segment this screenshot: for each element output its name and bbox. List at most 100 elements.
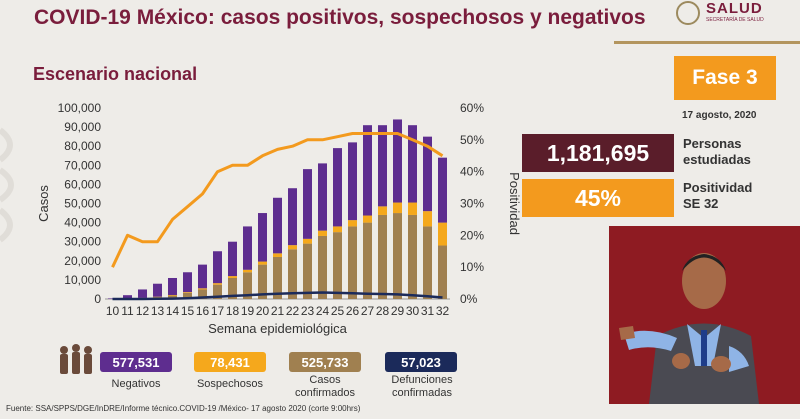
bar-negative <box>243 226 252 270</box>
x-tick-label: 27 <box>361 304 375 318</box>
bar-negative <box>363 125 372 216</box>
source-footer: Fuente: SSA/SPPS/DGE/InDRE/Informe técni… <box>6 404 361 413</box>
x-tick-label: 18 <box>226 304 240 318</box>
confirmed-label: Casos confirmados <box>295 374 355 399</box>
x-tick-label: 15 <box>181 304 195 318</box>
suspected-label: Sospechosos <box>196 378 264 390</box>
bar-negative <box>423 136 432 212</box>
people-illustration <box>60 344 92 374</box>
bar-negative <box>378 125 387 207</box>
suspected-value: 78,431 <box>194 352 266 372</box>
bar-negative <box>123 295 132 299</box>
y2-tick-label: 60% <box>460 101 484 115</box>
bar-confirmed <box>198 289 207 299</box>
y2-tick-label: 10% <box>460 260 484 274</box>
x-tick-label: 16 <box>196 304 210 318</box>
bar-negative <box>408 125 417 203</box>
bar-suspected <box>303 238 312 244</box>
x-tick-label: 28 <box>376 304 390 318</box>
x-tick-label: 14 <box>166 304 180 318</box>
logo-name: SALUD <box>706 0 763 17</box>
salud-logo: SALUD SECRETARÍA DE SALUD <box>676 0 786 28</box>
decorative-pattern <box>0 127 14 243</box>
y2-tick-label: 20% <box>460 228 484 242</box>
y-tick-label: 90,000 <box>64 120 101 134</box>
bar-negative <box>393 119 402 203</box>
seal-icon <box>676 1 700 25</box>
bar-negative <box>138 289 147 298</box>
bar-confirmed <box>438 245 447 299</box>
confirmed-value: 525,733 <box>289 352 361 372</box>
bar-negative <box>288 188 297 246</box>
bar-negative <box>333 148 342 227</box>
line-positivity <box>111 132 444 268</box>
studied-label: Personas estudiadas <box>683 136 751 168</box>
bar-suspected <box>318 230 327 236</box>
x-tick-label: 26 <box>346 304 360 318</box>
x-tick-label: 19 <box>241 304 255 318</box>
header-divider <box>614 41 800 44</box>
y-tick-label: 40,000 <box>64 216 101 230</box>
y2-tick-label: 0% <box>460 292 478 306</box>
bar-confirmed <box>258 264 267 299</box>
x-tick-label: 31 <box>421 304 435 318</box>
negatives-label: Negativos <box>111 378 161 390</box>
bar-suspected <box>243 269 252 273</box>
bar-confirmed <box>333 232 342 299</box>
bar-negative <box>348 142 357 221</box>
y2-tick-label: 40% <box>460 165 484 179</box>
bar-confirmed <box>423 226 432 299</box>
bar-suspected <box>213 283 222 285</box>
x-tick-label: 23 <box>301 304 315 318</box>
bar-confirmed <box>243 272 252 299</box>
bar-negative <box>318 163 327 231</box>
y-tick-label: 0 <box>94 292 101 306</box>
bar-confirmed <box>408 214 417 299</box>
negatives-value: 577,531 <box>100 352 172 372</box>
bar-negative <box>438 157 447 223</box>
x-tick-label: 32 <box>436 304 450 318</box>
bar-suspected <box>423 211 432 227</box>
bar-suspected <box>393 202 402 214</box>
bar-confirmed <box>183 292 192 299</box>
bar-suspected <box>348 220 357 227</box>
cases-chart: 0 10,000 20,000 30,000 40,000 50,000 60,000 70,… <box>36 101 522 336</box>
x-tick-label: 17 <box>211 304 225 318</box>
x-tick-label: 20 <box>256 304 270 318</box>
bar-suspected <box>273 253 282 257</box>
bar-confirmed <box>378 214 387 299</box>
y2-tick-label: 30% <box>460 197 484 211</box>
bar-suspected <box>258 261 267 265</box>
deaths-label: Defunciones confirmadas <box>391 374 453 399</box>
x-tick-label: 21 <box>271 304 285 318</box>
bar-negative <box>273 197 282 254</box>
positivity-label-line1: Positividad <box>683 180 753 195</box>
bar-suspected <box>363 215 372 223</box>
x-tick-label: 12 <box>136 304 150 318</box>
bar-negative <box>153 283 162 297</box>
y-tick-label: 10,000 <box>64 273 101 287</box>
bar-suspected <box>183 292 192 293</box>
interpreter-video <box>609 226 800 404</box>
y-tick-label: 80,000 <box>64 139 101 153</box>
bar-confirmed <box>318 235 327 299</box>
x-tick-label: 24 <box>316 304 330 318</box>
x-tick-label: 10 <box>106 304 120 318</box>
studied-value: 1,181,695 <box>522 134 674 172</box>
bar-suspected <box>198 288 207 290</box>
bar-suspected <box>408 202 417 215</box>
bar-negative <box>168 277 177 295</box>
bar-negative <box>198 264 207 289</box>
bar-negative <box>213 251 222 284</box>
y2-axis-title: Positividad <box>507 172 522 235</box>
bar-suspected <box>168 294 177 296</box>
bar-suspected <box>378 206 387 215</box>
bar-suspected <box>438 222 447 246</box>
x-tick-label: 29 <box>391 304 405 318</box>
y-tick-label: 30,000 <box>64 235 101 249</box>
line-deaths <box>112 291 443 301</box>
x-axis-title: Semana epidemiológica <box>208 321 348 336</box>
bar-negative <box>303 169 312 239</box>
bar-confirmed <box>288 249 297 299</box>
bar-confirmed <box>393 213 402 299</box>
